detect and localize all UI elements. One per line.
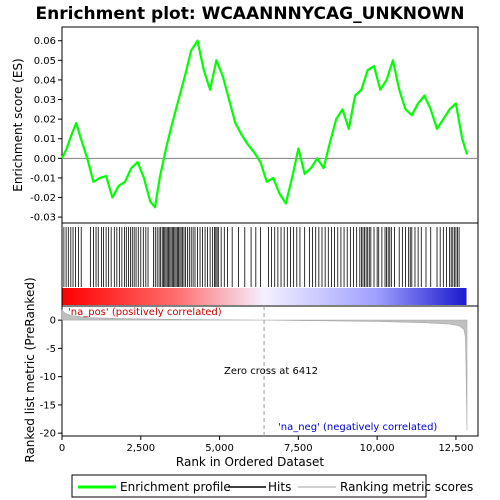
hits-panel bbox=[63, 227, 478, 305]
metric-y-axis-label: Ranked list metric (PreRanked) bbox=[23, 277, 37, 462]
es-y-tick-label: 0.00 bbox=[34, 154, 56, 165]
legend-label-hits: Hits bbox=[268, 480, 291, 494]
metric-y-tick-label: -20 bbox=[40, 429, 56, 440]
es-panel: -0.03 -0.02 -0.01 0.00 0.01 0.02 0.03 0.04 0.05 0… bbox=[30, 36, 478, 223]
metric-y-tick-label: -10 bbox=[40, 372, 56, 383]
es-y-tick-label: -0.01 bbox=[30, 173, 56, 184]
es-y-axis-label: Enrichment score (ES) bbox=[11, 58, 25, 191]
legend-label-enrichment: Enrichment profile bbox=[120, 480, 231, 494]
x-axis: 0 2,500 5,000 7,500 10,000 12,500 bbox=[59, 436, 474, 454]
chart-title: Enrichment plot: WCAANNNYCAG_UNKNOWN bbox=[36, 4, 465, 24]
es-panel-frame bbox=[62, 27, 478, 223]
x-tick-label: 7,500 bbox=[284, 443, 313, 454]
metric-y-tick-label: 0 bbox=[50, 316, 56, 327]
pos-correlated-label: 'na_pos' (positively correlated) bbox=[68, 307, 222, 318]
legend: Enrichment profile Hits Ranking metric s… bbox=[72, 475, 473, 497]
es-y-tick-label: -0.02 bbox=[30, 193, 56, 204]
metric-y-tick-label: -15 bbox=[40, 400, 56, 411]
legend-label-metric: Ranking metric scores bbox=[340, 480, 473, 494]
metric-y-tick-label: -5 bbox=[46, 344, 56, 355]
x-tick-label: 12,500 bbox=[438, 443, 473, 454]
neg-correlated-label: 'na_neg' (negatively correlated) bbox=[278, 422, 437, 433]
es-y-tick-label: -0.03 bbox=[30, 213, 56, 224]
es-y-tick-label: 0.02 bbox=[34, 115, 56, 126]
enrichment-profile-line bbox=[62, 41, 467, 208]
es-y-tick-label: 0.04 bbox=[34, 75, 56, 86]
zero-cross-label: Zero cross at 6412 bbox=[224, 366, 318, 377]
es-y-tick-label: 0.01 bbox=[34, 134, 56, 145]
x-tick-label: 10,000 bbox=[360, 443, 395, 454]
x-tick-label: 0 bbox=[59, 443, 65, 454]
x-tick-label: 2,500 bbox=[126, 443, 155, 454]
x-tick-label: 5,000 bbox=[205, 443, 234, 454]
x-axis-label: Rank in Ordered Dataset bbox=[176, 455, 324, 469]
es-y-tick-label: 0.06 bbox=[34, 36, 56, 47]
es-y-tick-label: 0.05 bbox=[34, 56, 56, 67]
rank-color-bar bbox=[63, 288, 478, 305]
es-y-tick-label: 0.03 bbox=[34, 95, 56, 106]
